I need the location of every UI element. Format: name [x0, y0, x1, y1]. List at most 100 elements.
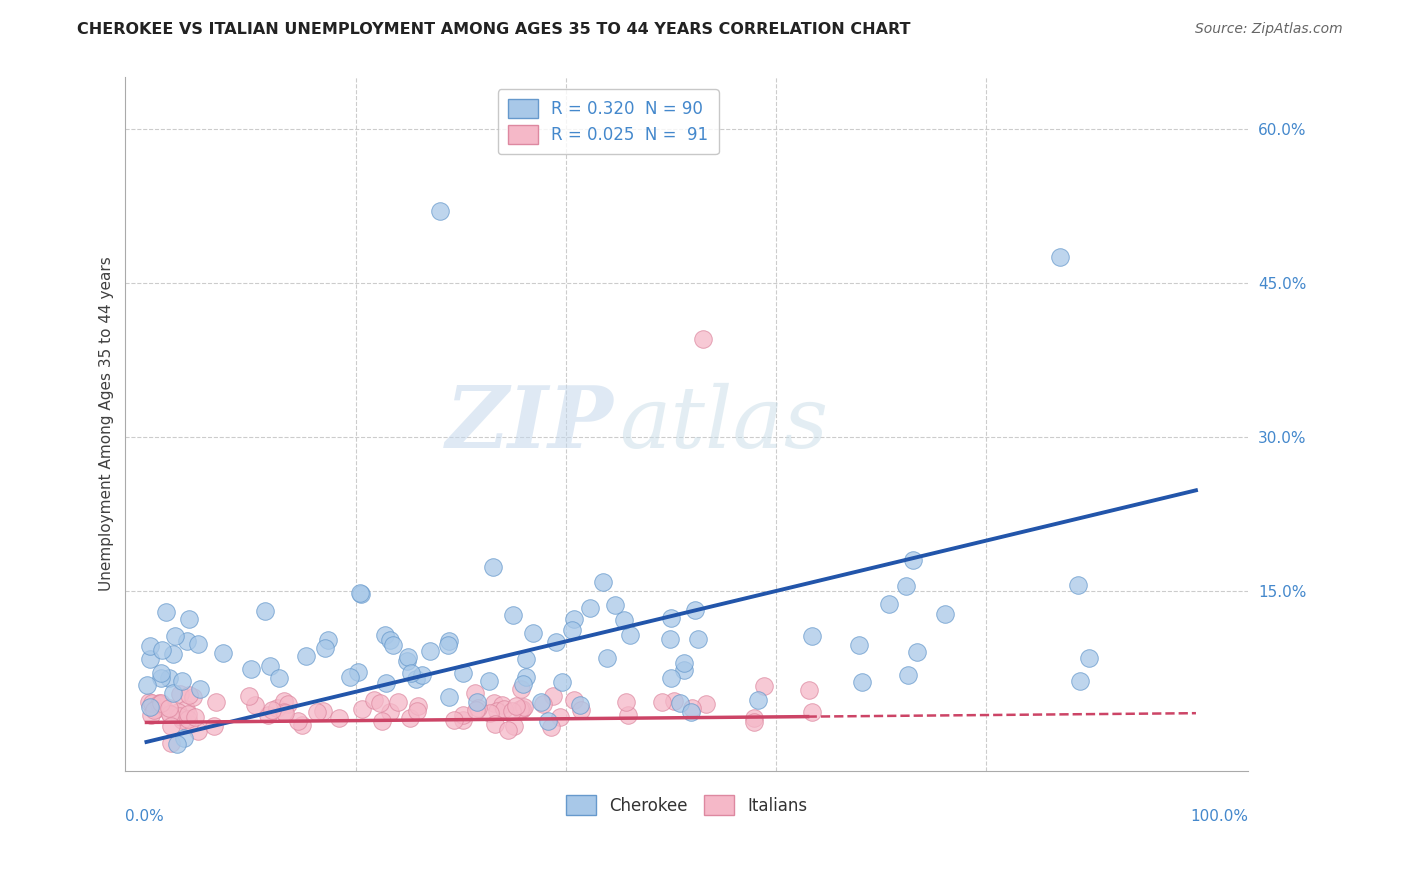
- Point: [212, 646, 235, 660]
- Point: [294, 649, 316, 664]
- Point: [612, 613, 634, 627]
- Point: [672, 663, 695, 677]
- Point: [896, 579, 918, 593]
- Point: [179, 716, 201, 731]
- Point: [509, 702, 531, 716]
- Point: [484, 716, 506, 731]
- Point: [579, 600, 602, 615]
- Point: [747, 692, 769, 706]
- Point: [204, 695, 226, 709]
- Point: [188, 681, 211, 696]
- Point: [617, 707, 640, 722]
- Point: [374, 627, 396, 641]
- Point: [679, 705, 702, 719]
- Point: [396, 650, 419, 665]
- Point: [482, 696, 505, 710]
- Point: [658, 632, 681, 647]
- Point: [901, 553, 924, 567]
- Point: [603, 598, 626, 612]
- Point: [305, 705, 328, 719]
- Point: [479, 706, 502, 720]
- Point: [443, 713, 465, 727]
- Point: [492, 702, 515, 716]
- Point: [464, 686, 486, 700]
- Point: [669, 696, 692, 710]
- Point: [501, 704, 523, 718]
- Point: [162, 686, 184, 700]
- Point: [934, 607, 956, 622]
- Point: [877, 597, 900, 611]
- Point: [150, 696, 173, 710]
- Point: [257, 707, 280, 722]
- Point: [316, 633, 339, 648]
- Point: [800, 629, 823, 643]
- Point: [177, 707, 200, 722]
- Point: [742, 714, 765, 729]
- Point: [531, 698, 554, 712]
- Point: [184, 710, 207, 724]
- Y-axis label: Unemployment Among Ages 35 to 44 years: Unemployment Among Ages 35 to 44 years: [100, 257, 114, 591]
- Point: [659, 671, 682, 685]
- Point: [187, 724, 209, 739]
- Point: [266, 701, 288, 715]
- Point: [548, 710, 571, 724]
- Point: [155, 605, 177, 619]
- Point: [159, 736, 181, 750]
- Point: [797, 683, 820, 698]
- Point: [152, 698, 174, 713]
- Point: [145, 702, 167, 716]
- Point: [1049, 250, 1071, 264]
- Point: [139, 699, 162, 714]
- Point: [287, 714, 309, 728]
- Point: [401, 665, 423, 680]
- Point: [465, 695, 488, 709]
- Point: [172, 714, 194, 728]
- Point: [562, 693, 585, 707]
- Point: [399, 711, 422, 725]
- Point: [380, 633, 402, 648]
- Point: [1078, 651, 1101, 665]
- Point: [371, 714, 394, 728]
- Point: [243, 698, 266, 712]
- Point: [260, 703, 283, 717]
- Point: [503, 718, 526, 732]
- Point: [562, 612, 585, 626]
- Point: [169, 708, 191, 723]
- Point: [291, 718, 314, 732]
- Point: [162, 647, 184, 661]
- Point: [159, 671, 181, 685]
- Point: [571, 702, 593, 716]
- Point: [419, 644, 441, 658]
- Point: [544, 635, 567, 649]
- Point: [349, 586, 371, 600]
- Point: [139, 639, 162, 653]
- Point: [512, 676, 534, 690]
- Point: [176, 712, 198, 726]
- Point: [239, 662, 262, 676]
- Point: [465, 702, 488, 716]
- Point: [143, 703, 166, 717]
- Point: [505, 699, 527, 714]
- Point: [592, 574, 614, 589]
- Point: [510, 681, 533, 696]
- Point: [187, 637, 209, 651]
- Point: [540, 720, 562, 734]
- Point: [905, 645, 928, 659]
- Point: [273, 706, 295, 720]
- Point: [374, 675, 396, 690]
- Point: [897, 668, 920, 682]
- Point: [513, 700, 536, 714]
- Point: [848, 638, 870, 652]
- Point: [568, 698, 591, 712]
- Point: [491, 698, 513, 713]
- Point: [339, 670, 361, 684]
- Text: 0.0%: 0.0%: [125, 809, 165, 824]
- Point: [752, 680, 775, 694]
- Point: [346, 665, 368, 679]
- Point: [273, 706, 295, 720]
- Text: 100.0%: 100.0%: [1191, 809, 1249, 824]
- Point: [537, 714, 560, 728]
- Point: [277, 697, 299, 711]
- Point: [269, 671, 291, 685]
- Point: [150, 642, 173, 657]
